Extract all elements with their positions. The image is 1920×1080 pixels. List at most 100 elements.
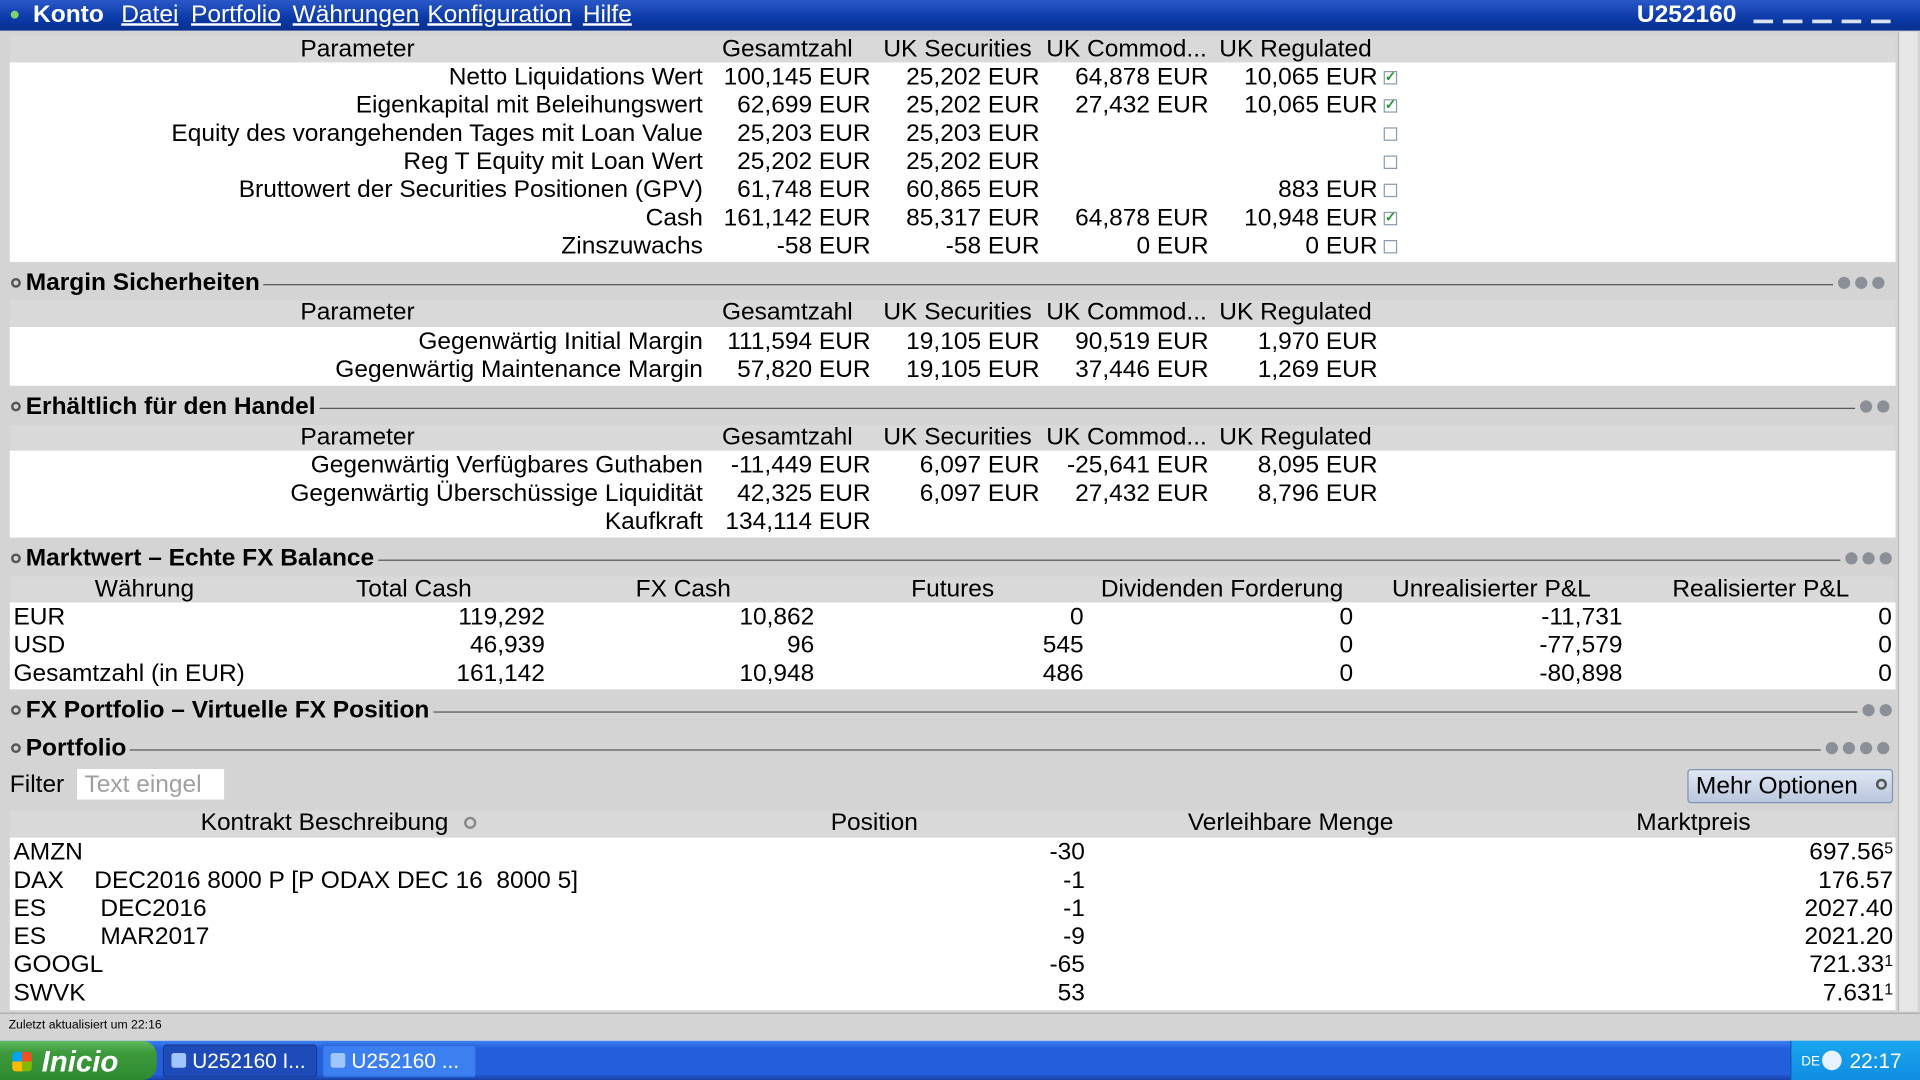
column-header: FX Cash <box>635 575 731 603</box>
table-body <box>9 602 1896 690</box>
value-cell: 111,594 EUR <box>727 328 871 356</box>
position: 53 <box>1057 979 1085 1007</box>
section-icon[interactable] <box>1879 704 1892 717</box>
value-cell: 0 EUR <box>1136 232 1209 260</box>
value-cell: 134,114 EUR <box>725 508 871 536</box>
symbol: ES <box>13 895 47 923</box>
taskbar-button[interactable] <box>322 1044 477 1078</box>
value-cell: 545 <box>1042 631 1084 659</box>
parameter-label: Gegenwärtig Initial Margin <box>418 328 703 356</box>
column-header: Total Cash <box>356 575 472 603</box>
contract-detail: MAR2017 <box>100 923 210 951</box>
menu-item[interactable]: Datei <box>121 1 179 29</box>
collapse-toggle[interactable] <box>11 743 21 754</box>
button-icon <box>1875 778 1887 790</box>
tray-icon[interactable] <box>1822 1050 1842 1071</box>
section-icon[interactable] <box>1825 742 1838 755</box>
value-cell: -77,579 <box>1539 631 1623 659</box>
value-cell: 64,878 EUR <box>1075 63 1209 91</box>
section-icon[interactable] <box>1877 400 1890 413</box>
menu-item[interactable]: Portfolio <box>191 1 281 29</box>
section-icon[interactable] <box>1862 704 1875 717</box>
column-header: Verleihbare Menge <box>1187 809 1394 837</box>
section-icon[interactable] <box>1862 552 1875 565</box>
column-header[interactable]: Kontrakt Beschreibung <box>200 809 449 837</box>
system-tray <box>1790 1040 1920 1080</box>
section-icon[interactable] <box>1837 276 1851 289</box>
window-minimize[interactable] <box>1812 7 1832 24</box>
price: 721.33 <box>1809 951 1885 979</box>
value-cell: 90,519 EUR <box>1075 328 1209 356</box>
app-title: Konto <box>33 1 104 29</box>
window-close[interactable] <box>1871 7 1891 24</box>
section-rule <box>129 749 1821 751</box>
value-cell: 10,065 EUR <box>1244 63 1378 91</box>
currency-label: Gesamtzahl (in EUR) <box>13 660 245 687</box>
position: -65 <box>1049 951 1085 979</box>
section-title: Margin Sicherheiten <box>25 269 260 297</box>
menu-item[interactable]: Konfiguration <box>427 1 572 29</box>
section-icon[interactable] <box>1842 742 1856 755</box>
section-icon[interactable] <box>1860 742 1873 755</box>
collapse-toggle[interactable] <box>11 705 21 716</box>
value-cell: 19,105 EUR <box>906 328 1040 356</box>
window-maximize[interactable] <box>1841 7 1862 24</box>
table-header <box>9 810 1896 837</box>
section-icon[interactable] <box>1877 742 1890 755</box>
section-icon[interactable] <box>1860 400 1873 413</box>
value-cell: 0 <box>1339 603 1354 631</box>
filter-input[interactable] <box>77 768 225 800</box>
price-superscript: 5 <box>1884 838 1894 858</box>
section-icon[interactable] <box>1855 276 1868 289</box>
parameter-label: Netto Liquidations Wert <box>448 63 703 91</box>
price: 2021.20 <box>1804 923 1894 951</box>
checkbox-checked: ✓ <box>1383 210 1398 226</box>
more-options-label[interactable]: Mehr Optionen <box>1695 772 1858 800</box>
column-header: Gesamtzahl <box>722 423 853 451</box>
menu-item[interactable]: Hilfe <box>582 1 632 29</box>
column-header: Parameter <box>300 35 415 63</box>
taskbar-button[interactable] <box>162 1044 318 1078</box>
value-cell: -11,731 <box>1541 603 1623 631</box>
parameter-label: Gegenwärtig Überschüssige Liquidität <box>290 480 703 507</box>
taskbar-label: U252160 I... <box>192 1049 306 1073</box>
collapse-toggle[interactable] <box>11 401 21 412</box>
column-header: Währung <box>94 575 195 603</box>
column-header: UK Securities <box>883 423 1032 451</box>
table-header <box>9 300 1896 326</box>
parameter-label: Bruttowert der Securities Positionen (GP… <box>238 176 703 204</box>
market-price: 176.57 <box>1818 867 1893 895</box>
column-header: UK Regulated <box>1219 423 1372 451</box>
table-body <box>9 450 1896 538</box>
symbol: DAX <box>13 866 64 894</box>
column-header: Parameter <box>300 298 415 326</box>
checkbox <box>1383 127 1398 141</box>
value-cell: 8,796 EUR <box>1257 480 1378 507</box>
parameter-label: Gegenwärtig Verfügbares Guthaben <box>310 451 703 479</box>
contract-detail: DEC2016 8000 P [P ODAX DEC 16 8000 5] <box>94 866 579 894</box>
window-tool[interactable] <box>1782 7 1803 24</box>
value-cell: -58 EUR <box>776 232 871 260</box>
window-tool[interactable] <box>1753 7 1774 24</box>
symbol: AMZN <box>13 838 83 866</box>
value-cell: 119,292 <box>458 603 545 631</box>
section-icon[interactable] <box>1879 552 1892 565</box>
value-cell: 27,432 EUR <box>1075 91 1209 119</box>
price-superscript: 1 <box>1884 951 1894 970</box>
parameter-label: Kaufkraft <box>604 508 703 536</box>
value-cell: 883 EUR <box>1278 176 1378 204</box>
section-icon[interactable] <box>1872 276 1885 289</box>
collapse-toggle[interactable] <box>11 553 21 564</box>
collapse-toggle[interactable] <box>11 277 21 288</box>
value-cell: 0 <box>1878 603 1892 631</box>
app-icon <box>7 7 23 23</box>
value-cell: 161,142 EUR <box>723 204 871 232</box>
menu-item[interactable]: Währungen <box>292 1 420 29</box>
value-cell: 486 <box>1042 660 1084 687</box>
value-cell: -11,449 EUR <box>730 451 871 479</box>
parameter-label: Eigenkapital mit Beleihungswert <box>355 91 703 119</box>
section-icon[interactable] <box>1845 552 1858 565</box>
title-bar <box>0 0 1920 31</box>
more-options-button[interactable] <box>1687 768 1894 804</box>
